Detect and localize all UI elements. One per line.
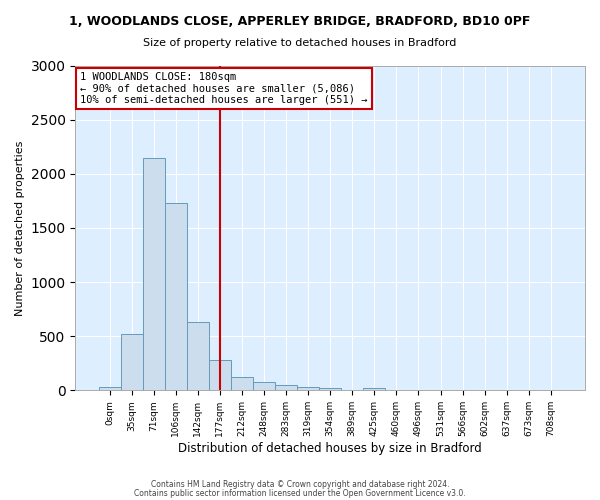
Bar (319, 388, 341, 390)
Text: Contains public sector information licensed under the Open Government Licence v3: Contains public sector information licen… (134, 489, 466, 498)
Bar (165, 203, 187, 390)
X-axis label: Distribution of detached houses by size in Bradford: Distribution of detached houses by size … (178, 442, 482, 455)
Bar (209, 360, 231, 390)
Bar (187, 322, 209, 390)
Bar (253, 382, 275, 390)
Y-axis label: Number of detached properties: Number of detached properties (15, 140, 25, 316)
Bar (143, 158, 165, 390)
Bar (98, 387, 121, 390)
Bar (363, 388, 385, 390)
Text: 1 WOODLANDS CLOSE: 180sqm
← 90% of detached houses are smaller (5,086)
10% of se: 1 WOODLANDS CLOSE: 180sqm ← 90% of detac… (80, 72, 368, 105)
Bar (231, 378, 253, 390)
Text: 1, WOODLANDS CLOSE, APPERLEY BRIDGE, BRADFORD, BD10 0PF: 1, WOODLANDS CLOSE, APPERLEY BRIDGE, BRA… (70, 15, 530, 28)
Bar (297, 386, 319, 390)
Text: Contains HM Land Registry data © Crown copyright and database right 2024.: Contains HM Land Registry data © Crown c… (151, 480, 449, 489)
Text: Size of property relative to detached houses in Bradford: Size of property relative to detached ho… (143, 38, 457, 48)
Bar (275, 385, 297, 390)
Bar (121, 334, 143, 390)
